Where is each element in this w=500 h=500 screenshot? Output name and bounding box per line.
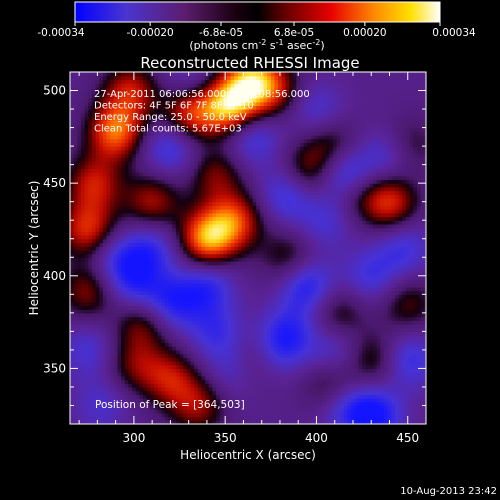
info-line: Energy Range: 25.0 - 50.0 keV xyxy=(94,112,247,123)
footer-timestamp: 10-Aug-2013 23:42 xyxy=(400,486,497,497)
y-tick-label: 450 xyxy=(43,176,66,190)
colorbar-tick-label: 0.00034 xyxy=(432,27,476,39)
info-line: 27-Apr-2011 06:06:56.000 to 06:08:56.000 xyxy=(94,89,310,100)
y-axis-title: Heliocentric Y (arcsec) xyxy=(27,181,41,316)
heatmap-image xyxy=(70,72,426,424)
colorbar-tick-label: -0.00034 xyxy=(37,27,85,39)
colorbar-tick-label: 0.00020 xyxy=(343,27,386,39)
colorbar-tick-label: -0.00020 xyxy=(127,27,174,39)
chart-title: Reconstructed RHESSI Image xyxy=(140,54,359,72)
x-axis-title: Heliocentric X (arcsec) xyxy=(180,448,316,462)
x-tick-label: 350 xyxy=(214,431,237,445)
plot-frame xyxy=(69,71,427,425)
y-tick-label: 500 xyxy=(43,84,66,98)
colorbar-ticks xyxy=(74,22,441,26)
x-tick-label: 300 xyxy=(122,431,145,445)
axis-tick-labels: 300 350 400 450 350 400 450 500 xyxy=(43,84,419,445)
colorbar-tick-label: 6.8e-05 xyxy=(274,27,314,39)
colorbar: -0.00034 -0.00020 -6.8e-05 6.8e-05 0.00020 0.… xyxy=(37,1,476,52)
peak-position-label: Position of Peak = [364,503] xyxy=(95,399,245,411)
colorbar-tick-labels: -0.00034 -0.00020 -6.8e-05 6.8e-05 0.00020 0.… xyxy=(37,27,476,39)
x-tick-label: 450 xyxy=(396,431,419,445)
colorbar-tick-label: -6.8e-05 xyxy=(199,27,243,39)
info-line: Detectors: 4F 5F 6F 7F 8F 9F 10 xyxy=(94,101,254,112)
colorbar-gradient xyxy=(74,1,441,23)
y-tick-label: 350 xyxy=(43,361,66,375)
colorbar-units: (photons cm-2 s-1 asec-2) xyxy=(189,38,324,52)
x-tick-label: 400 xyxy=(305,431,328,445)
info-line: Clean Total counts: 5.67E+03 xyxy=(94,124,242,135)
observation-info: 27-Apr-2011 06:06:56.000 to 06:08:56.000… xyxy=(94,89,310,135)
axis-ticks xyxy=(70,71,427,424)
y-tick-label: 400 xyxy=(43,269,66,283)
